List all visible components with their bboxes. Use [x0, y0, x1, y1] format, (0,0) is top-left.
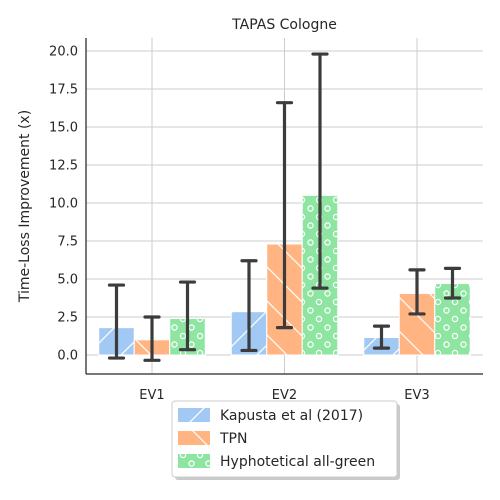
y-tick-label: 7.5: [57, 235, 78, 250]
legend-label: Hyphotetical all-green: [220, 454, 375, 470]
legend-swatch-hatch: [178, 431, 210, 445]
x-tick-label: EV3: [404, 388, 429, 403]
y-tick-label: 2.5: [57, 311, 78, 326]
y-axis-label: Time-Loss Improvement (x): [17, 110, 33, 303]
y-tick-label: 15.0: [49, 121, 78, 136]
y-tick-label: 5.0: [57, 273, 78, 288]
y-tick-label: 10.0: [49, 197, 78, 212]
y-tick-label: 12.5: [49, 159, 78, 174]
legend: Kapusta et al (2017) TPN Hyphotetical all-…: [172, 401, 400, 480]
chart-title: TAPAS Cologne: [231, 17, 337, 33]
y-tick-labels: 0.0 2.5 5.0 7.5 10.0 12.5 15.0 17.5 20.0: [49, 45, 78, 364]
x-tick-label: EV1: [139, 388, 164, 403]
legend-swatch-hatch: [178, 454, 210, 468]
legend-label: Kapusta et al (2017): [220, 408, 363, 424]
legend-label: TPN: [219, 431, 247, 447]
y-tick-label: 0.0: [57, 349, 78, 364]
y-tick-label: 17.5: [49, 83, 78, 98]
y-tick-label: 20.0: [49, 45, 78, 60]
legend-swatch-hatch: [178, 408, 210, 422]
